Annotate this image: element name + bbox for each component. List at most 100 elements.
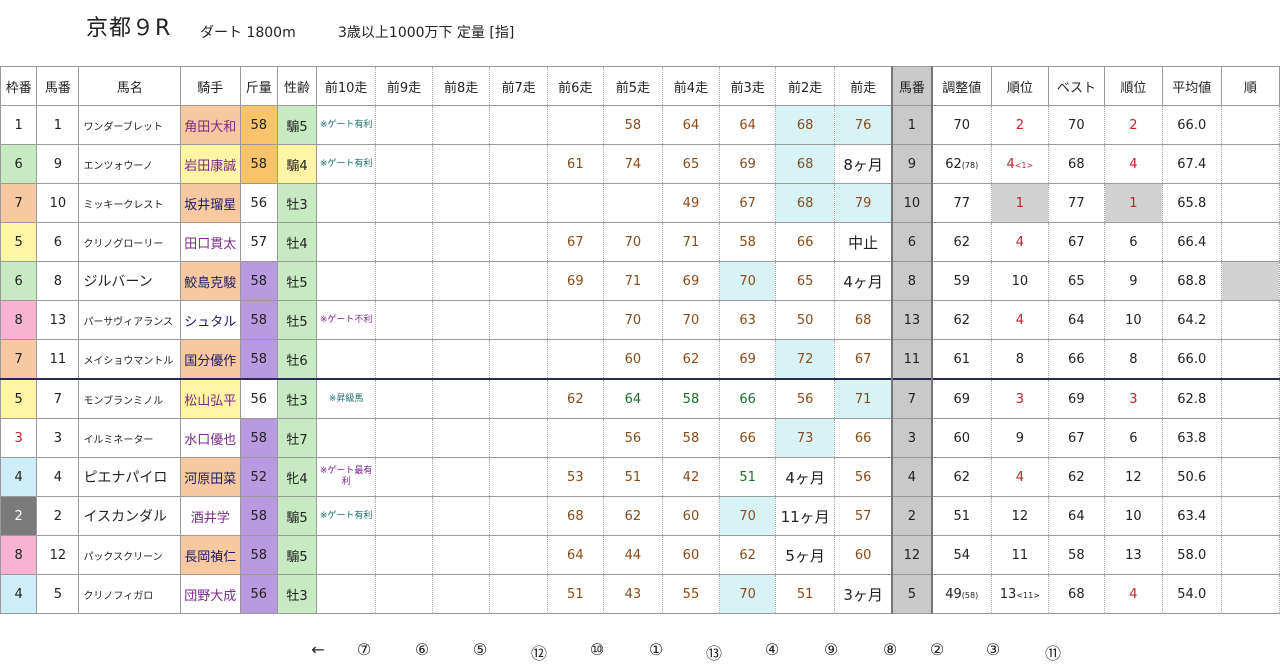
column-header: 馬名 bbox=[78, 66, 182, 106]
adjusted-value: 60 bbox=[931, 418, 992, 458]
past-race-cell: 11ヶ月 bbox=[775, 496, 835, 536]
horse-name: パーサヴィアランス bbox=[78, 300, 182, 340]
past-race-cell: 64 bbox=[718, 105, 777, 145]
waku-cell: 8 bbox=[0, 300, 38, 340]
best-rank: 1 bbox=[1103, 183, 1163, 223]
empty-race-cell bbox=[489, 105, 548, 145]
note-cell bbox=[316, 418, 377, 458]
cutoff-cell bbox=[1220, 105, 1280, 145]
adjusted-rank: 9 bbox=[990, 418, 1049, 458]
empty-race-cell bbox=[489, 496, 548, 536]
order-mark: ⑧ bbox=[882, 640, 898, 659]
past-race-cell: 56 bbox=[775, 378, 835, 419]
past-race-cell bbox=[546, 300, 604, 340]
empty-race-cell bbox=[431, 222, 491, 262]
kinryo-cell: 56 bbox=[239, 378, 278, 419]
sex-age-cell: 牡5 bbox=[276, 261, 318, 301]
empty-race-cell bbox=[431, 105, 491, 145]
kinryo-cell: 56 bbox=[239, 183, 278, 223]
past-race-cell: 67 bbox=[718, 183, 777, 223]
column-header: 性齢 bbox=[276, 66, 318, 106]
jockey-name: 河原田菜 bbox=[180, 457, 241, 497]
note-cell bbox=[316, 339, 377, 380]
cutoff-cell bbox=[1220, 378, 1280, 419]
past-race-cell: 58 bbox=[718, 222, 777, 262]
table-row: 1 1 ワンダーブレット 角田大和 58 騸5 ※ゲート有利 58 64 64 68 76 1 70 2 70… bbox=[0, 105, 1280, 145]
past-race-cell: 61 bbox=[546, 144, 604, 184]
adjusted-rank: 2 bbox=[990, 105, 1049, 145]
jockey-name: 田口貫太 bbox=[180, 222, 241, 262]
jockey-name: 国分優作 bbox=[180, 339, 241, 380]
past-race-cell: 74 bbox=[602, 144, 664, 184]
best-value: 68 bbox=[1047, 144, 1105, 184]
cutoff-cell bbox=[1220, 144, 1280, 184]
empty-race-cell bbox=[375, 105, 433, 145]
empty-race-cell bbox=[375, 261, 433, 301]
average-value: 66.0 bbox=[1161, 339, 1222, 380]
column-header: 前5走 bbox=[602, 66, 664, 106]
average-value: 67.4 bbox=[1161, 144, 1222, 184]
past-race-cell: 67 bbox=[833, 339, 893, 380]
past-race-cell: 70 bbox=[662, 300, 720, 340]
past-race-cell: 70 bbox=[602, 300, 664, 340]
empty-race-cell bbox=[375, 339, 433, 380]
best-rank: 10 bbox=[1103, 300, 1163, 340]
uma-cell: 8 bbox=[36, 261, 80, 301]
adjusted-value: 62 bbox=[931, 300, 992, 340]
best-value: 67 bbox=[1047, 418, 1105, 458]
past-race-cell: 58 bbox=[662, 418, 720, 458]
column-header: 前4走 bbox=[662, 66, 720, 106]
best-rank: 13 bbox=[1103, 535, 1163, 575]
best-value: 68 bbox=[1047, 574, 1105, 614]
jockey-name: 角田大和 bbox=[180, 105, 241, 145]
kinryo-cell: 58 bbox=[239, 144, 278, 184]
past-race-cell: 62 bbox=[718, 535, 777, 575]
uma-cell: 9 bbox=[36, 144, 80, 184]
empty-race-cell bbox=[431, 339, 491, 380]
past-race-cell: 71 bbox=[833, 378, 893, 419]
adjusted-rank: 10 bbox=[990, 261, 1049, 301]
past-race-cell: 62 bbox=[602, 496, 664, 536]
best-value: 77 bbox=[1047, 183, 1105, 223]
past-race-cell: 68 bbox=[546, 496, 604, 536]
column-header: 前7走 bbox=[489, 66, 548, 106]
horse-name: モンブランミノル bbox=[78, 378, 182, 419]
jockey-name: 坂井瑠星 bbox=[180, 183, 241, 223]
uma-repeat-cell: 1 bbox=[891, 105, 933, 145]
kinryo-cell: 58 bbox=[239, 535, 278, 575]
note-cell: ※ゲート最有利 bbox=[316, 457, 377, 497]
past-race-cell bbox=[546, 183, 604, 223]
table-row: 7 10 ミッキークレスト 坂井瑠星 56 牡3 49 67 68 79 10 77 1 77 1 65.8 bbox=[0, 183, 1280, 223]
adjusted-rank: 13<11> bbox=[990, 574, 1049, 614]
note-cell: ※ゲート有利 bbox=[316, 496, 377, 536]
cutoff-cell bbox=[1220, 574, 1280, 614]
waku-cell: 5 bbox=[0, 222, 38, 262]
empty-race-cell bbox=[375, 535, 433, 575]
cutoff-cell bbox=[1220, 300, 1280, 340]
empty-race-cell bbox=[431, 378, 491, 419]
uma-cell: 10 bbox=[36, 183, 80, 223]
past-race-cell: 42 bbox=[662, 457, 720, 497]
sex-age-cell: 牡4 bbox=[276, 222, 318, 262]
adjusted-value: 69 bbox=[931, 378, 992, 419]
past-race-cell: 43 bbox=[602, 574, 664, 614]
past-race-cell: 70 bbox=[718, 261, 777, 301]
adjusted-value: 62 bbox=[931, 457, 992, 497]
average-value: 68.8 bbox=[1161, 261, 1222, 301]
average-value: 63.4 bbox=[1161, 496, 1222, 536]
kinryo-cell: 58 bbox=[239, 418, 278, 458]
empty-race-cell bbox=[431, 496, 491, 536]
column-header: ベスト bbox=[1047, 66, 1105, 106]
empty-race-cell bbox=[375, 222, 433, 262]
past-race-cell: 65 bbox=[775, 261, 835, 301]
past-race-cell: 53 bbox=[546, 457, 604, 497]
waku-cell: 4 bbox=[0, 457, 38, 497]
uma-repeat-cell: 7 bbox=[891, 378, 933, 419]
jockey-name: 鮫島克駿 bbox=[180, 261, 241, 301]
column-header: 斤量 bbox=[239, 66, 278, 106]
race-table: 枠番 馬番 馬名 騎手 斤量 性齢 前10走 前9走 前8走 前7走 前6走 前5走 前4走 前3走 前2走… bbox=[0, 66, 1280, 614]
uma-repeat-cell: 5 bbox=[891, 574, 933, 614]
jockey-name: 岩田康誠 bbox=[180, 144, 241, 184]
past-race-cell: 64 bbox=[602, 378, 664, 419]
past-race-cell: 58 bbox=[602, 105, 664, 145]
